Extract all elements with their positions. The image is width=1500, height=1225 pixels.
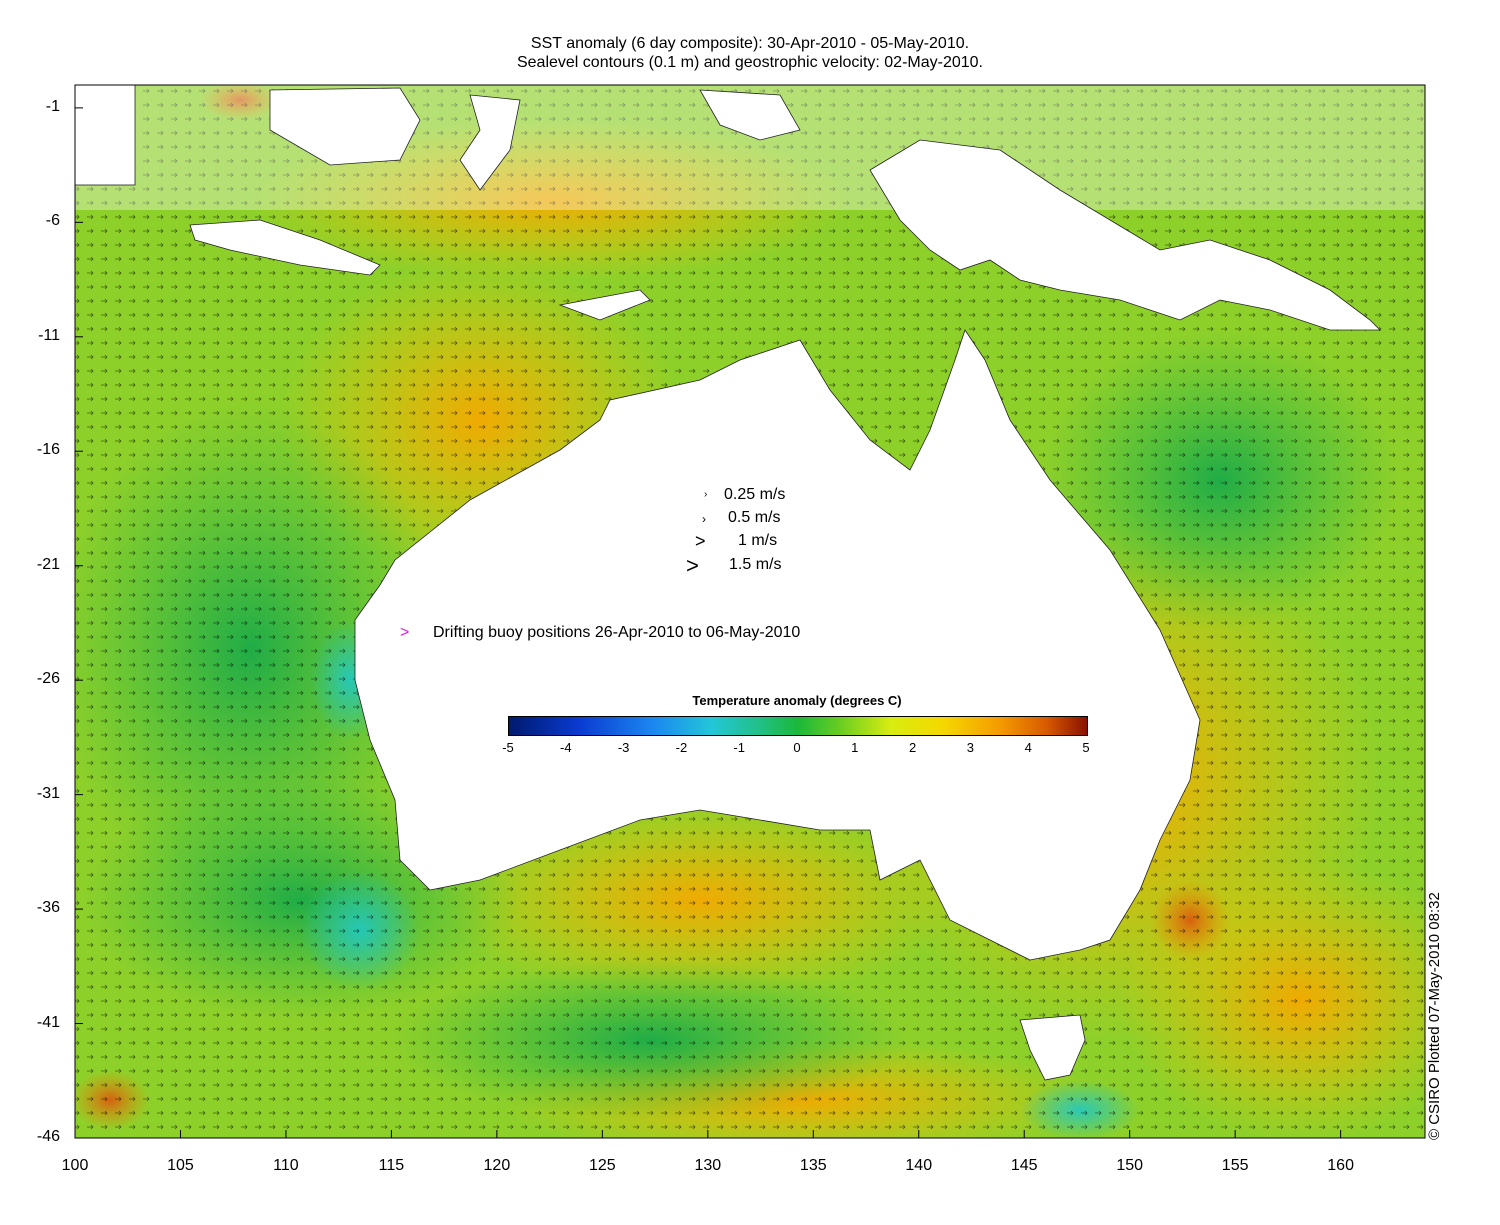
timor-land	[558, 289, 651, 321]
y-tick-label: -16	[36, 441, 60, 459]
x-tick-label: 110	[273, 1157, 299, 1174]
plot-frame	[74, 84, 1426, 1139]
y-tick-label: -41	[36, 1013, 60, 1031]
velocity-arrow-icon: ›	[702, 512, 706, 526]
java-land	[189, 219, 381, 276]
x-tick-label: 105	[167, 1157, 194, 1174]
velocity-label-1: 0.25 m/s	[724, 486, 786, 503]
x-tick-label: 120	[483, 1157, 511, 1174]
colorbar-tick-label: 1	[851, 740, 859, 755]
land-masses	[74, 84, 1381, 1081]
x-tick-label: 115	[378, 1157, 405, 1174]
x-tick-label: 160	[1327, 1157, 1354, 1174]
velocity-arrow-icon: >	[695, 531, 706, 551]
x-tick-label: 145	[1010, 1157, 1038, 1174]
x-tick-label: 125	[588, 1157, 616, 1174]
velocity-arrow-icon: ›	[704, 489, 708, 500]
chart-title-line2: Sealevel contours (0.1 m) and geostrophi…	[516, 54, 983, 71]
colorbar-title: Temperature anomaly (degrees C)	[692, 693, 902, 708]
colorbar-tick-label: 4	[1024, 740, 1032, 755]
x-tick-label: 140	[905, 1157, 933, 1174]
colorbar-tick-label: -5	[502, 740, 514, 755]
colorbar-tick-label: 3	[966, 740, 974, 755]
colorbar-tick-label: 0	[793, 740, 801, 755]
y-tick-label: -1	[45, 97, 60, 115]
x-tick-label: 135	[799, 1157, 827, 1174]
colorbar-tick-label: -3	[617, 740, 630, 755]
y-tick-label: -6	[45, 212, 60, 230]
credit-text: © CSIRO Plotted 07-May-2010 08:32	[1426, 892, 1443, 1140]
velocity-label-4: 1.5 m/s	[729, 556, 782, 573]
colorbar-tick-label: -1	[733, 740, 745, 755]
y-tick-label: -21	[36, 555, 60, 573]
x-tick-label: 155	[1221, 1157, 1249, 1174]
tasmania-land	[1019, 1014, 1086, 1081]
buoy-marker-icon: >	[400, 624, 410, 641]
y-tick-label: -31	[36, 784, 60, 802]
colorbar	[508, 716, 1088, 736]
colorbar-tick-label: 2	[908, 740, 917, 755]
y-tick-label: -36	[36, 899, 60, 917]
y-tick-label: -46	[36, 1128, 60, 1145]
sulawesi-land	[459, 94, 521, 191]
y-tick-label: -26	[36, 670, 60, 688]
colorbar-tick-label: -4	[560, 740, 572, 755]
y-tick-label: -11	[38, 326, 60, 344]
borneo-land	[269, 87, 421, 166]
colorbar-tick-label: -2	[675, 740, 688, 755]
velocity-arrow-icon: >	[686, 553, 699, 578]
chart-title-line1: SST anomaly (6 day composite): 30-Apr-20…	[530, 35, 970, 52]
sumatra-land	[74, 84, 136, 186]
velocity-label-3: 1 m/s	[738, 532, 778, 549]
australia-land	[354, 329, 1201, 961]
x-tick-label: 130	[694, 1157, 722, 1174]
northern-island-land	[699, 89, 801, 141]
colorbar-tick-label: 5	[1082, 740, 1090, 755]
new-guinea-land	[869, 139, 1381, 331]
buoy-legend-label: Drifting buoy positions 26-Apr-2010 to 0…	[433, 624, 801, 641]
x-tick-label: 100	[61, 1157, 89, 1174]
x-tick-label: 150	[1116, 1157, 1144, 1174]
velocity-label-2: 0.5 m/s	[728, 509, 781, 526]
axis-ticks	[74, 107, 1342, 1139]
